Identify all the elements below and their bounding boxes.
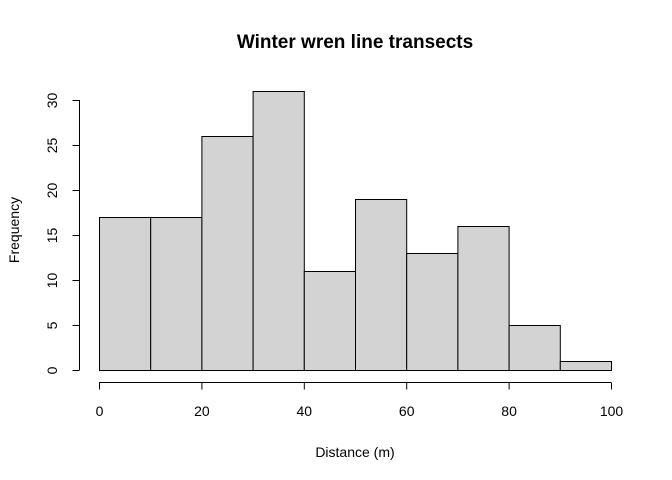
y-tick-label: 20 <box>44 183 60 199</box>
histogram-bar <box>457 226 510 371</box>
histogram-bar <box>406 253 459 371</box>
y-tick-label: 5 <box>44 321 60 329</box>
x-tick-label: 20 <box>194 403 210 419</box>
chart-title: Winter wren line transects <box>237 32 473 53</box>
y-axis: 0 5 10 15 20 25 30 <box>44 93 80 374</box>
x-tick-label: 80 <box>501 403 517 419</box>
x-axis: 0 20 40 60 80 100 <box>96 382 624 419</box>
x-tick-label: 60 <box>399 403 415 419</box>
y-axis-label: Frequency <box>6 197 22 263</box>
x-tick-label: 100 <box>600 403 624 419</box>
bars-group <box>99 91 612 371</box>
histogram-bar <box>303 271 356 371</box>
histogram-bar <box>201 136 254 371</box>
y-tick-label: 0 <box>44 366 60 374</box>
histogram-bar <box>559 361 612 371</box>
x-axis-label: Distance (m) <box>315 444 394 460</box>
y-tick-label: 10 <box>44 273 60 289</box>
x-tick-label: 0 <box>96 403 104 419</box>
histogram-bar <box>355 199 408 371</box>
y-tick-label: 25 <box>44 138 60 154</box>
x-tick-label: 40 <box>297 403 313 419</box>
y-tick-label: 30 <box>44 93 60 109</box>
histogram-bar <box>508 325 561 371</box>
histogram-bar <box>252 91 305 371</box>
histogram-bar <box>150 217 203 371</box>
y-tick-label: 15 <box>44 228 60 244</box>
histogram-bar <box>99 217 152 371</box>
